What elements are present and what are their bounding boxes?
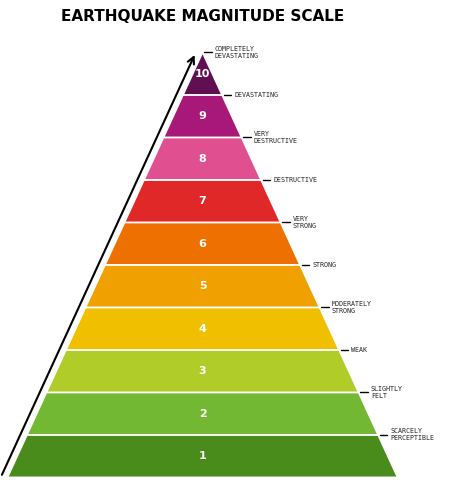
Text: VERY
DESTRUCTIVE: VERY DESTRUCTIVE (254, 131, 298, 144)
Text: DESTRUCTIVE: DESTRUCTIVE (273, 177, 318, 183)
Polygon shape (125, 180, 281, 222)
Text: SLIGHTLY
FELT: SLIGHTLY FELT (371, 386, 403, 399)
Text: WEAK: WEAK (351, 347, 367, 353)
Text: 8: 8 (199, 154, 206, 164)
Polygon shape (164, 95, 242, 138)
Text: 7: 7 (199, 196, 206, 206)
Text: 1: 1 (199, 451, 206, 461)
Text: 10: 10 (195, 68, 210, 78)
Text: 3: 3 (199, 366, 206, 376)
Text: VERY
STRONG: VERY STRONG (293, 216, 317, 229)
Text: 2: 2 (199, 408, 206, 418)
Text: EARTHQUAKE MAGNITUDE SCALE: EARTHQUAKE MAGNITUDE SCALE (61, 9, 344, 24)
Polygon shape (66, 308, 339, 350)
Text: MODERATELY
STRONG: MODERATELY STRONG (332, 301, 372, 314)
Text: DEVASTATING: DEVASTATING (235, 92, 278, 98)
Polygon shape (46, 350, 359, 393)
Text: SCARCELY
PERCEPTIBLE: SCARCELY PERCEPTIBLE (391, 428, 435, 442)
Text: 9: 9 (199, 111, 207, 121)
Polygon shape (144, 138, 261, 180)
Text: 5: 5 (199, 281, 206, 291)
Polygon shape (8, 435, 398, 478)
Text: STRONG: STRONG (312, 262, 337, 268)
Polygon shape (27, 392, 378, 435)
Polygon shape (85, 265, 319, 308)
Text: 6: 6 (199, 238, 207, 248)
Text: COMPLETELY
DEVASTATING: COMPLETELY DEVASTATING (215, 46, 259, 59)
Text: 4: 4 (199, 324, 207, 334)
Polygon shape (105, 222, 300, 265)
Polygon shape (183, 52, 222, 95)
